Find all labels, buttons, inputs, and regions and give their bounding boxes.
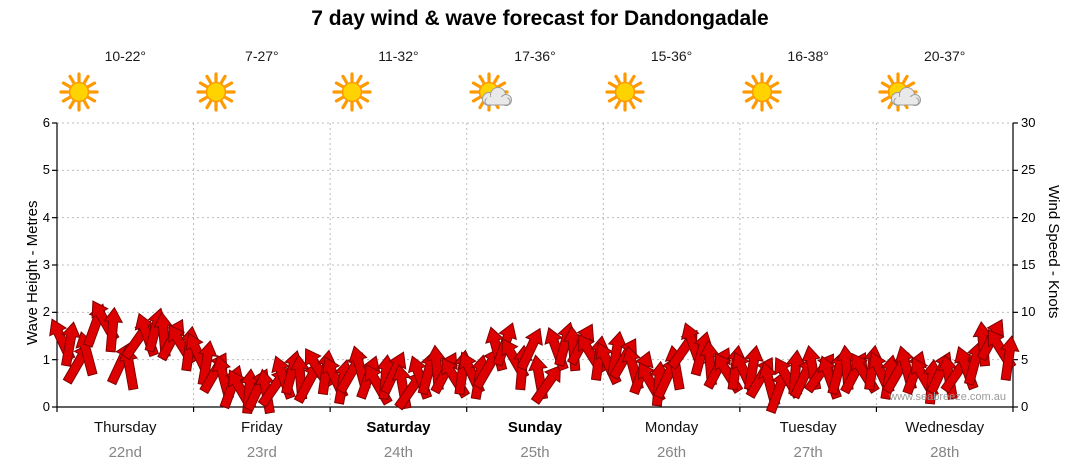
date-label: 28th: [930, 444, 960, 461]
weather-icon-sunny: [603, 72, 740, 116]
day-label: Saturday: [366, 419, 431, 436]
weather-icon-sunny: [330, 72, 467, 116]
watermark: www.seabreeze.com.au: [889, 391, 1006, 403]
wind-arrow: [118, 344, 139, 391]
day-label: Sunday: [507, 419, 563, 436]
wave-height-tick: 6: [42, 115, 50, 130]
wind-speed-tick: 5: [1021, 351, 1029, 367]
date-label: 25th: [520, 444, 550, 461]
day-temperature: 16-38°: [787, 48, 829, 64]
weather-icon-sunny: [194, 72, 331, 116]
sun-icon: [59, 72, 99, 112]
day-temperature: 10-22°: [104, 48, 146, 64]
wind-arrow: [530, 364, 561, 405]
wave-height-tick: 0: [42, 399, 50, 414]
wind-speed-tick: 10: [1021, 304, 1036, 320]
wave-height-tick: 2: [42, 304, 50, 320]
weather-icon-partly-cloudy: [467, 72, 604, 116]
wind-arrow: [516, 327, 543, 372]
sun-cloud-icon: [469, 72, 512, 112]
sun-cloud-icon: [878, 72, 922, 112]
date-label: 22nd: [108, 444, 142, 461]
day-temperature: 7-27°: [245, 48, 279, 64]
day-temperature: 11-32°: [378, 48, 419, 64]
wave-height-tick: 4: [42, 209, 50, 225]
weather-icon-sunny: [740, 72, 877, 116]
wind-speed-tick: 0: [1021, 399, 1029, 414]
date-label: 26th: [656, 444, 687, 461]
wind-speed-tick: 15: [1021, 257, 1036, 272]
day-label: Wednesday: [905, 419, 985, 436]
day-label: Friday: [241, 419, 283, 436]
weather-icon-sunny: [57, 72, 194, 116]
weather-icon-partly-cloudy: [876, 72, 1013, 116]
wind-speed-tick: 30: [1021, 115, 1036, 130]
sun-icon: [332, 72, 372, 112]
wave-height-tick: 3: [42, 257, 50, 272]
wind-speed-tick: 20: [1021, 209, 1036, 225]
cloud-icon: [481, 87, 512, 106]
day-temperature: 17-36°: [514, 48, 556, 64]
wind-arrow: [380, 351, 407, 395]
wind-speed-tick: 25: [1021, 162, 1036, 178]
day-label: Monday: [644, 419, 699, 436]
sun-icon: [195, 72, 236, 112]
chart-title: 7 day wind & wave forecast for Dandongad…: [311, 7, 769, 30]
sun-icon: [605, 72, 645, 112]
day-label: Tuesday: [779, 419, 837, 436]
day-label: Thursday: [94, 419, 157, 436]
wind-arrow: [103, 306, 124, 353]
day-temperature: 20-37°: [924, 48, 966, 64]
wind-arrow: [999, 335, 1020, 381]
date-label: 27th: [793, 444, 823, 461]
cloud-icon: [891, 87, 922, 106]
day-temperature: 15-36°: [650, 48, 693, 64]
sun-icon: [742, 72, 782, 112]
wave-height-tick: 5: [42, 162, 50, 178]
date-label: 23rd: [246, 444, 277, 461]
wave-height-tick: 1: [42, 351, 50, 367]
date-label: 24th: [383, 444, 414, 461]
